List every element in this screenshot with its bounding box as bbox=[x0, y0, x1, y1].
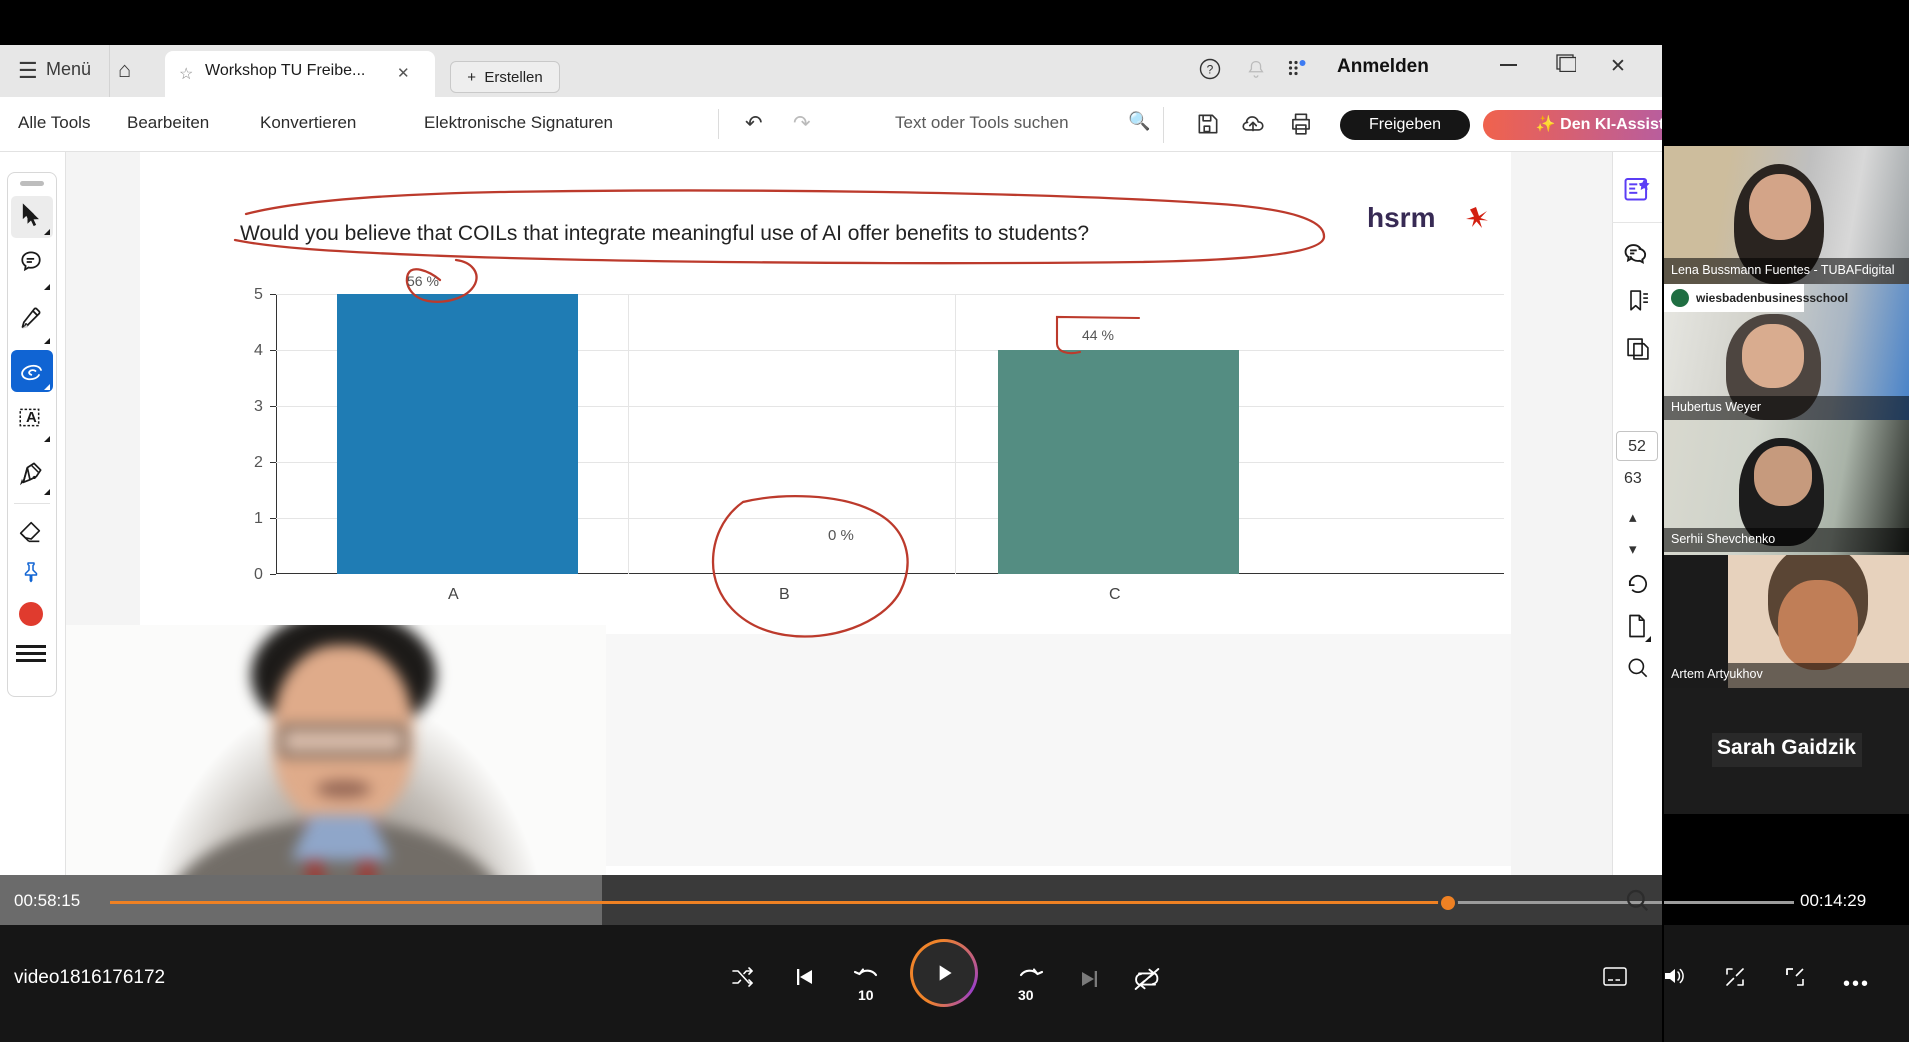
svg-text:?: ? bbox=[1207, 63, 1214, 77]
svg-text:56 %: 56 % bbox=[407, 273, 439, 289]
